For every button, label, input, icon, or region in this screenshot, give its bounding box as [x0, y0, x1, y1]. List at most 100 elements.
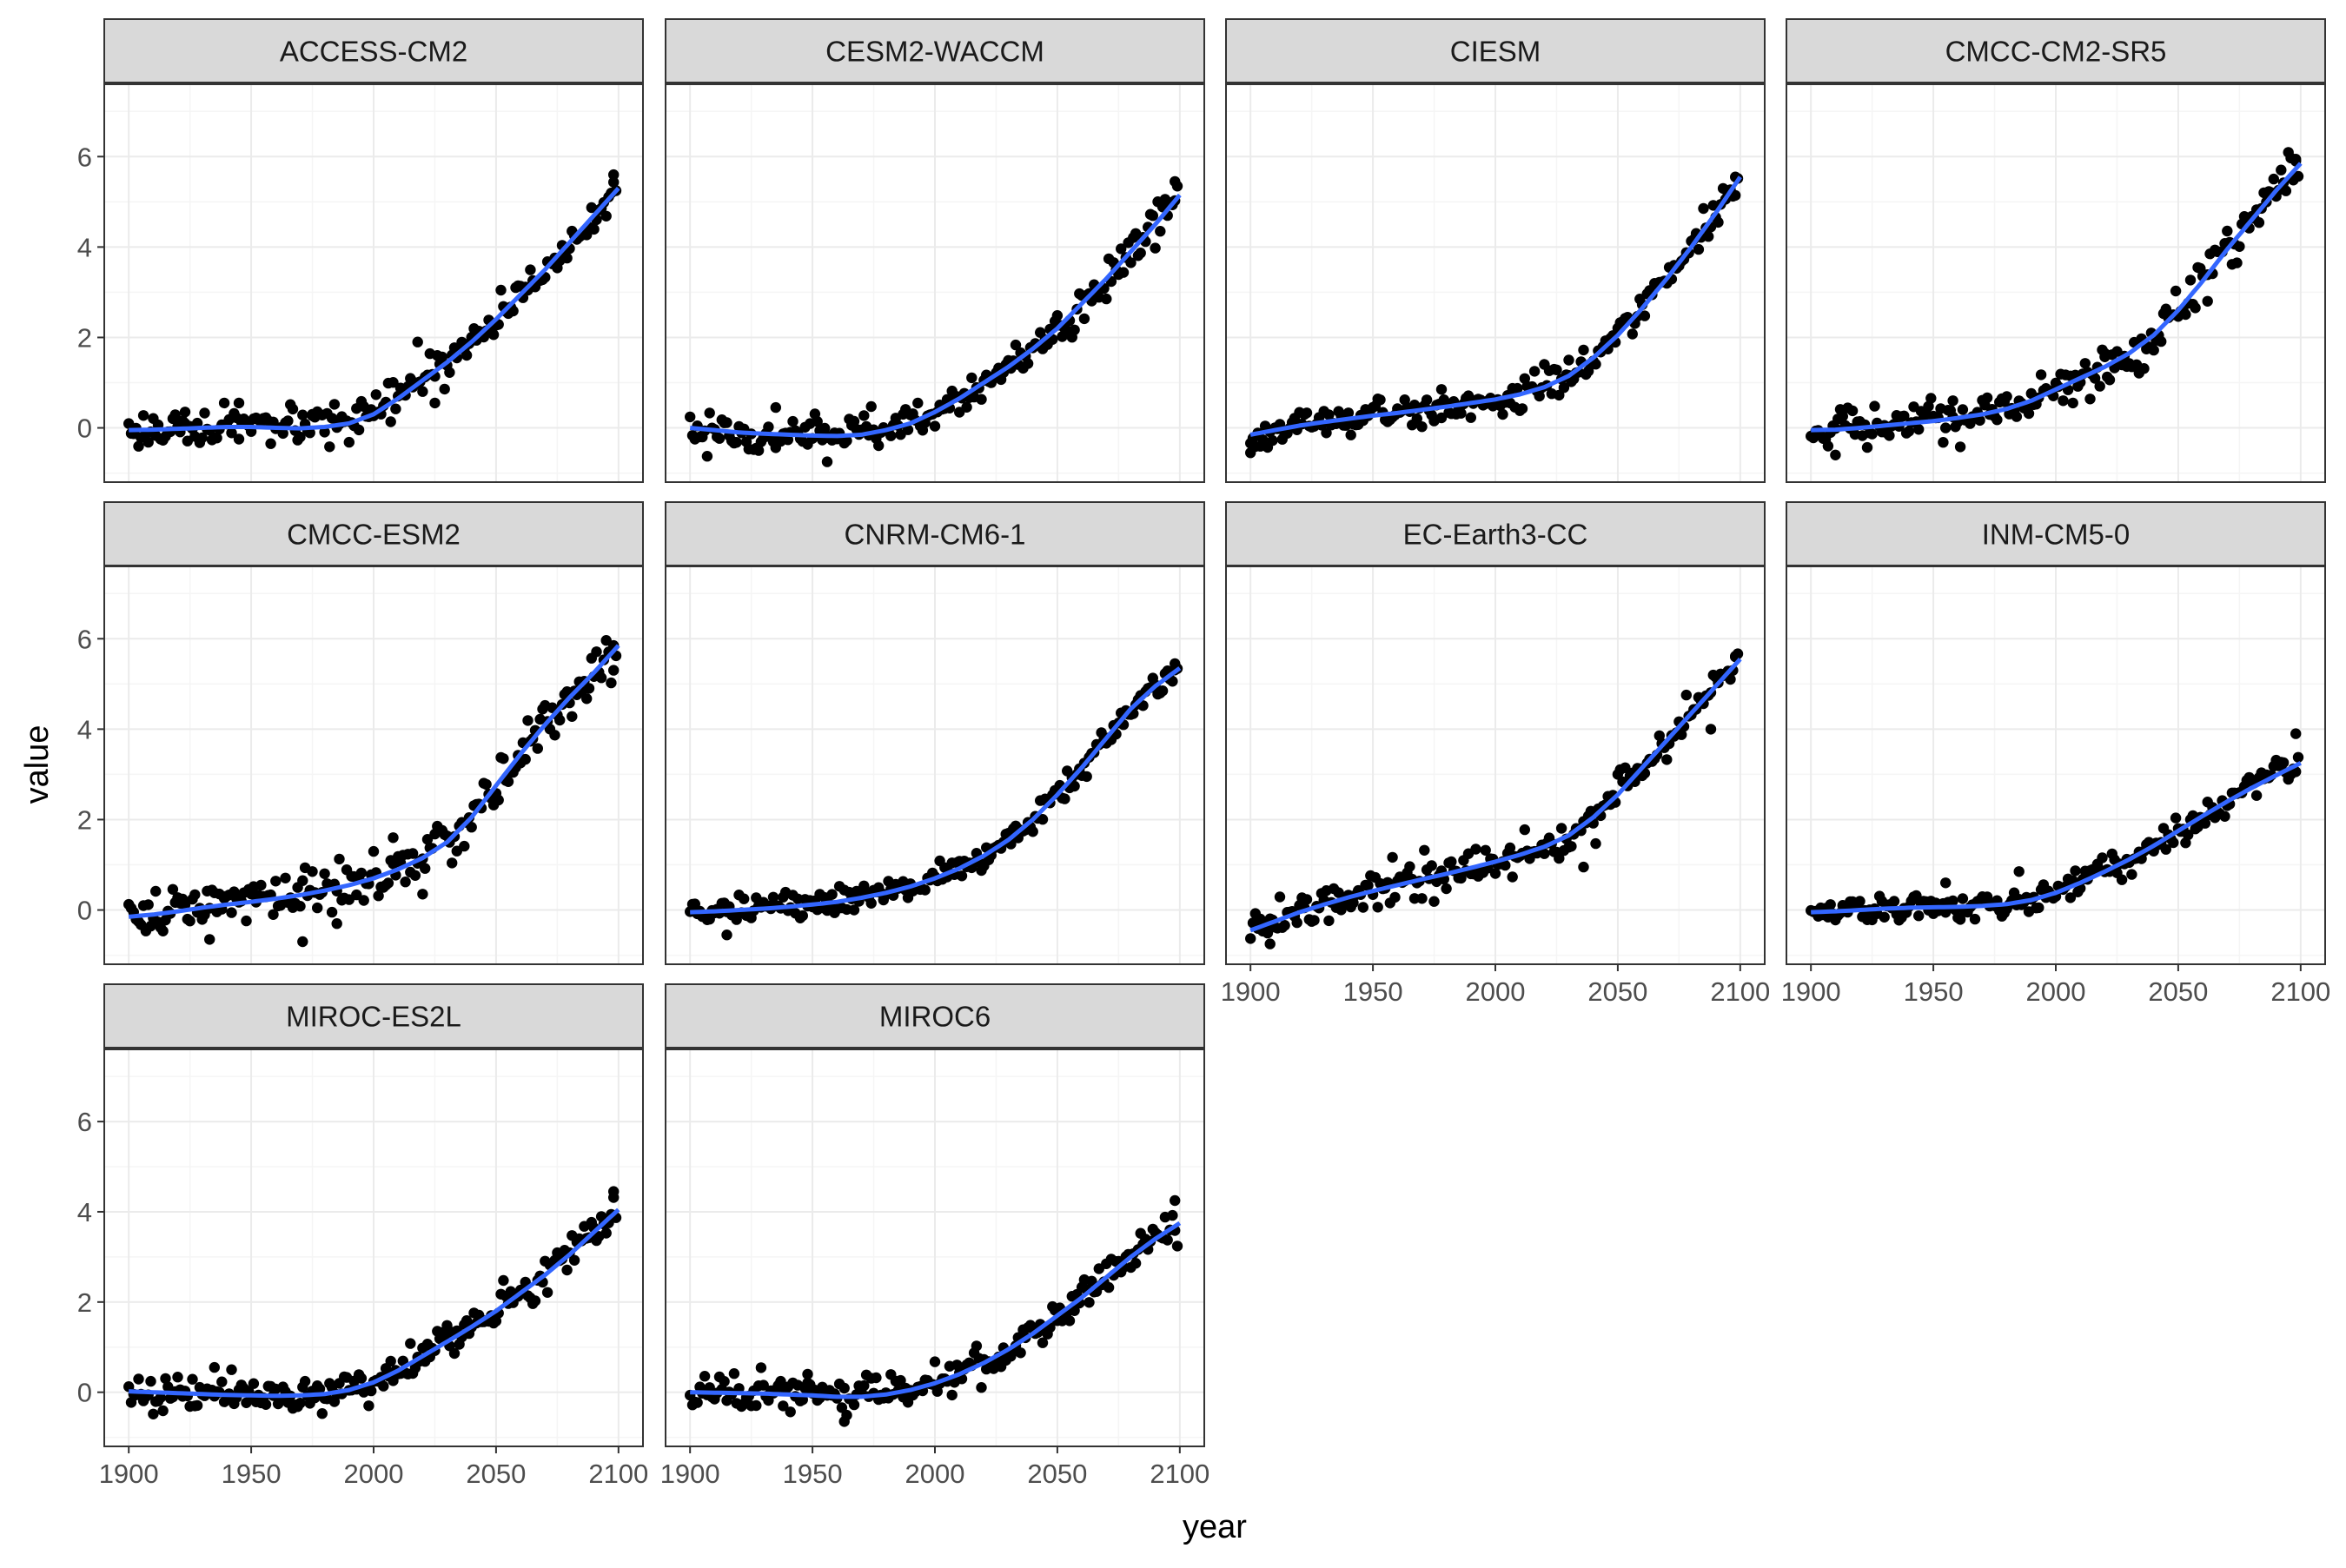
data-point [812, 416, 823, 427]
data-point [157, 1405, 169, 1417]
data-point [1416, 893, 1428, 904]
data-point [1015, 1347, 1026, 1359]
data-point [1455, 407, 1467, 419]
data-point [255, 879, 267, 891]
data-point [1323, 915, 1335, 927]
data-point [133, 440, 144, 452]
smooth-trend-line [129, 187, 620, 433]
data-point [1301, 894, 1313, 905]
data-point [2104, 374, 2116, 386]
data-point [400, 877, 411, 888]
data-point [420, 863, 431, 874]
facet-strip [1225, 18, 1766, 83]
data-point [2184, 275, 2197, 286]
data-point [436, 351, 448, 363]
data-point [1879, 911, 1890, 923]
x-tick-label: 1900 [99, 1459, 159, 1489]
data-point [912, 397, 924, 409]
data-point [1267, 434, 1278, 447]
data-point [1441, 883, 1452, 895]
data-point [719, 1376, 730, 1387]
data-point [226, 1364, 237, 1375]
data-point [2170, 285, 2182, 297]
data-point [248, 1378, 260, 1389]
facet-panel: CMCC-ESM2 0 2 4 6 [77, 501, 644, 965]
data-point [767, 891, 779, 903]
data-point [282, 415, 294, 427]
data-point [1069, 324, 1080, 335]
data-point [2084, 394, 2096, 405]
data-point [1888, 896, 1900, 907]
data-point [480, 778, 492, 791]
data-point [233, 433, 245, 445]
data-point [319, 427, 330, 438]
data-point [297, 875, 308, 886]
data-point [529, 1295, 541, 1307]
data-point [355, 1373, 368, 1384]
data-point [785, 1406, 796, 1418]
data-point [2250, 790, 2263, 801]
data-point [1156, 685, 1169, 697]
data-point [1578, 344, 1589, 356]
data-point [1117, 267, 1130, 278]
data-point [1680, 689, 1693, 701]
smooth-trend-line [1249, 175, 1742, 437]
panel-border [103, 83, 644, 483]
x-tick-label: 2100 [2270, 976, 2330, 1007]
x-tick-label: 1900 [660, 1459, 720, 1489]
y-tick-label: 4 [77, 1197, 92, 1227]
data-point [841, 435, 852, 447]
data-point [1101, 293, 1112, 305]
data-point [241, 915, 252, 927]
data-point [2067, 397, 2078, 409]
data-point [1713, 216, 1724, 228]
data-point [448, 1347, 461, 1360]
data-point [1408, 893, 1421, 904]
data-point [1957, 893, 1969, 904]
data-point [2290, 728, 2302, 739]
data-point [1661, 754, 1673, 765]
data-point [1264, 938, 1276, 949]
data-point [287, 403, 299, 415]
data-point [2013, 866, 2025, 877]
data-point [412, 336, 423, 347]
data-point [1590, 359, 1601, 370]
data-point [858, 410, 870, 421]
data-point [295, 1398, 306, 1409]
data-point [1981, 891, 1993, 903]
data-point [1947, 895, 1958, 907]
data-point [1969, 913, 1981, 925]
data-point [218, 397, 230, 409]
data-point [588, 223, 600, 235]
panel-border [665, 83, 1205, 483]
data-point [1345, 429, 1356, 440]
data-point [297, 936, 308, 948]
data-point [755, 1362, 767, 1373]
data-point [1866, 428, 1878, 440]
data-point [324, 441, 335, 453]
data-point [608, 665, 620, 676]
data-point [2079, 358, 2091, 369]
smooth-trend-line [129, 1207, 620, 1399]
data-point [199, 407, 210, 419]
data-point [334, 853, 345, 865]
data-point [946, 1389, 958, 1401]
data-point [600, 1227, 612, 1239]
data-point [595, 672, 607, 684]
data-point [608, 169, 620, 181]
data-point [280, 872, 291, 883]
facet-strip [103, 983, 644, 1049]
data-point [1861, 441, 1873, 453]
data-point [549, 730, 560, 741]
data-point [498, 753, 509, 764]
y-tick-label: 6 [77, 1107, 92, 1137]
x-tick-label: 1950 [1343, 976, 1403, 1007]
data-point [1357, 902, 1369, 913]
facet-strip [103, 18, 644, 83]
data-point [2231, 257, 2243, 268]
data-point [148, 1408, 159, 1420]
data-point [270, 876, 282, 887]
data-point [307, 866, 318, 877]
data-point [1825, 899, 1836, 910]
x-tick-label: 1900 [1221, 976, 1281, 1007]
